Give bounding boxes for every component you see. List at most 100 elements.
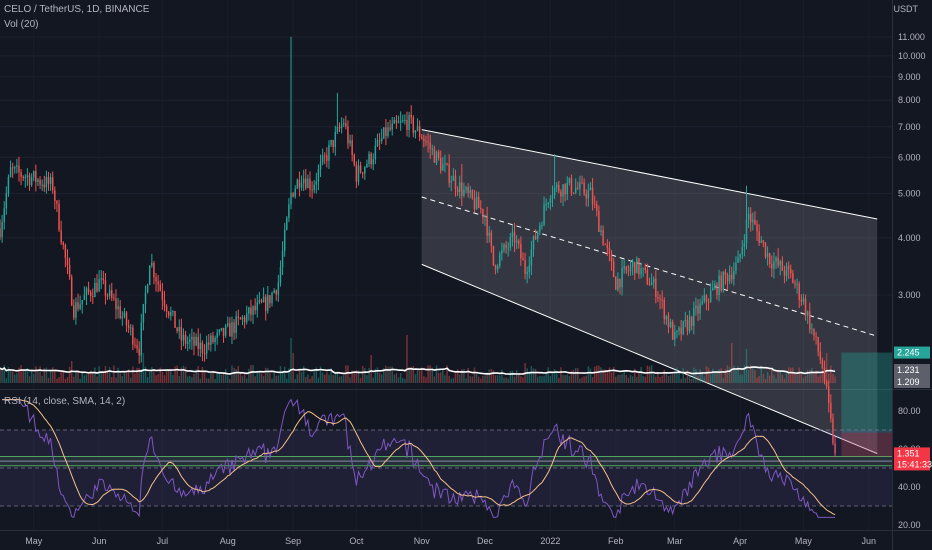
volume-bar: [83, 375, 86, 383]
candle-body: [248, 307, 250, 314]
volume-bar: [302, 366, 305, 383]
volume-bar: [20, 365, 22, 383]
volume-bar: [764, 378, 767, 383]
volume-bar: [486, 373, 488, 383]
time-tick-label: Jul: [157, 536, 169, 546]
currency-unit[interactable]: USDT: [893, 4, 919, 14]
candle-body: [60, 230, 62, 243]
volume-bar: [203, 372, 206, 383]
volume-bar: [482, 375, 484, 383]
volume-bar: [638, 372, 640, 383]
candle-body: [674, 331, 676, 340]
volume-bar: [167, 370, 170, 383]
volume-bar: [68, 366, 71, 383]
volume-bar: [560, 367, 562, 383]
candle-body: [146, 285, 149, 293]
candle-body: [307, 178, 309, 189]
candle-body: [496, 266, 499, 270]
price-tick-label: 3.000: [898, 290, 921, 300]
volume-bar: [539, 376, 541, 383]
volume-bar: [602, 369, 604, 383]
volume-bar: [77, 370, 79, 383]
volume-tag-1-text: 1.231: [897, 365, 920, 375]
volume-bar: [130, 377, 132, 383]
candle-body: [319, 162, 322, 170]
candle-body: [726, 275, 729, 282]
candle-body: [636, 258, 638, 274]
candle-body: [334, 131, 337, 147]
candle-body: [395, 120, 398, 123]
volume-legend[interactable]: Vol (20): [4, 19, 39, 30]
volume-bar: [633, 368, 636, 383]
candle-body: [579, 182, 581, 189]
volume-bar: [705, 366, 708, 383]
candle-body: [87, 288, 90, 293]
candle-body: [298, 179, 301, 188]
candle-body: [665, 316, 668, 320]
candle-body: [380, 138, 383, 141]
candle-body: [286, 217, 288, 230]
volume-bar: [94, 367, 96, 383]
volume-bar: [547, 367, 550, 383]
candle-body: [593, 203, 596, 205]
volume-bar: [151, 366, 153, 383]
volume-bar: [815, 370, 817, 383]
candle-body: [482, 209, 484, 218]
volume-bar: [743, 365, 746, 383]
volume-bar: [709, 374, 712, 383]
countdown-tag: 15:41:33: [894, 458, 932, 471]
candle-body: [503, 244, 505, 250]
candle-body: [752, 219, 754, 223]
candle-body: [819, 351, 822, 360]
volume-bar: [792, 367, 794, 383]
candle-body: [564, 184, 566, 195]
candle-body: [220, 327, 223, 331]
volume-bar: [623, 371, 625, 383]
candle-body: [119, 306, 121, 319]
volume-bar: [648, 366, 651, 383]
candle-body: [254, 306, 256, 311]
candle-body: [709, 290, 712, 302]
candle-body: [543, 204, 545, 226]
candle-body: [353, 155, 356, 165]
volume-bar: [720, 368, 722, 383]
candle-body: [121, 316, 124, 319]
volume-bar: [733, 365, 735, 383]
volume-bar: [718, 369, 720, 383]
candle-body: [458, 182, 461, 193]
volume-bar: [267, 368, 269, 383]
candle-body: [62, 242, 65, 245]
candle-body: [520, 243, 522, 259]
candle-body: [130, 327, 132, 329]
candle-body: [461, 182, 463, 196]
candle-body: [712, 288, 714, 291]
volume-bar: [574, 367, 577, 383]
symbol-legend[interactable]: CELO / TetherUS, 1D, BINANCE: [4, 4, 150, 15]
candle-body: [541, 225, 543, 227]
candle-body: [92, 296, 94, 298]
volume-bar: [35, 366, 37, 383]
rsi-legend[interactable]: RSI (14, close, SMA, 14, 2): [4, 396, 126, 407]
volume-bar: [132, 366, 134, 383]
volume-bar: [92, 371, 94, 383]
volume-bar: [518, 373, 520, 383]
candle-body: [33, 171, 35, 178]
volume-bar: [281, 370, 284, 383]
volume-bar: [421, 367, 423, 383]
candle-body: [115, 298, 117, 310]
candle-body: [655, 278, 657, 297]
candle-body: [596, 204, 598, 211]
candle-body: [14, 166, 16, 169]
candle-body: [193, 336, 195, 346]
candle-body: [378, 140, 381, 142]
volume-bar: [256, 372, 259, 383]
candle-body: [469, 190, 471, 193]
candle-body: [406, 119, 408, 130]
candle-body: [106, 295, 109, 297]
candle-body: [203, 353, 206, 355]
volume-bar: [798, 367, 800, 383]
candle-body: [96, 282, 98, 292]
